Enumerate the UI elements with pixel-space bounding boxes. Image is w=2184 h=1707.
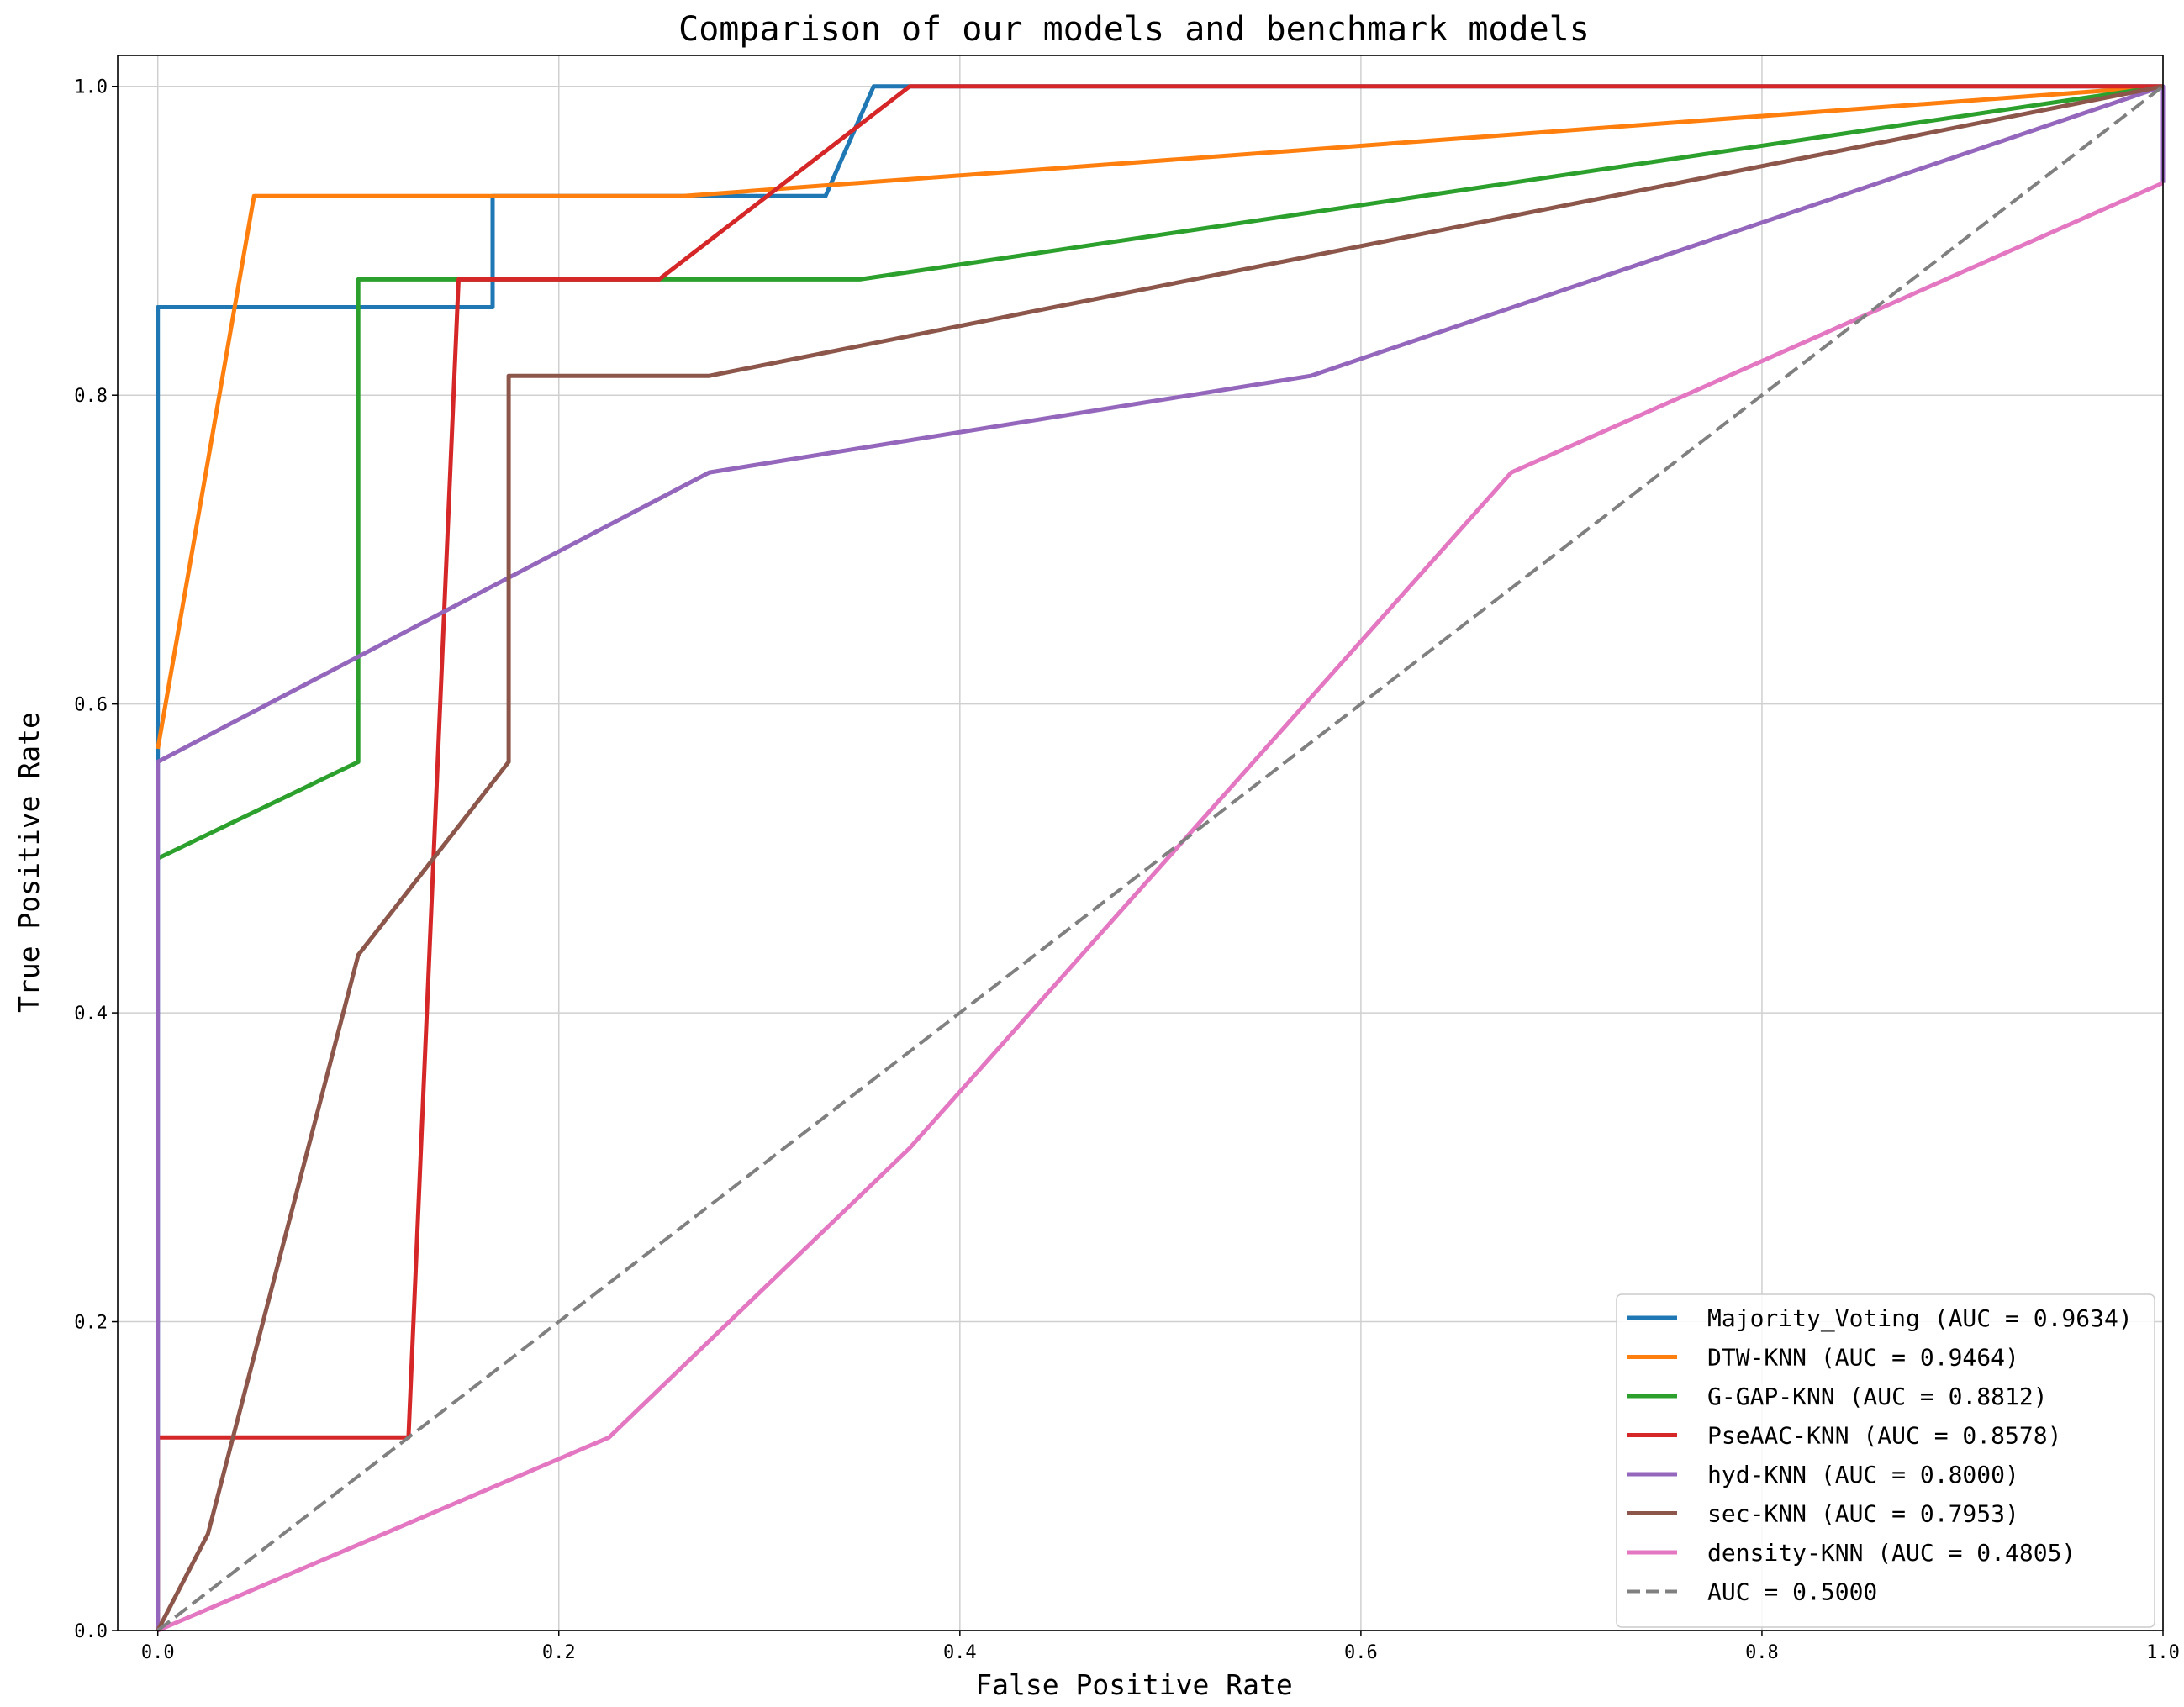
legend-label: DTW-KNN (AUC = 0.9464) [1707, 1344, 2019, 1372]
x-tick-label: 0.2 [542, 1642, 576, 1663]
y-tick-label: 0.2 [74, 1313, 108, 1334]
legend-box [1616, 1293, 2155, 1628]
x-tick-label: 0.0 [141, 1642, 175, 1663]
y-tick-label: 0.6 [74, 695, 108, 716]
series-lines [156, 84, 2166, 1633]
series-line-1 [156, 84, 2164, 750]
chart-title: Comparison of our models and benchmark m… [678, 10, 1590, 49]
x-axis-label: False Positive Rate [975, 1668, 1293, 1701]
legend-label: G-GAP-KNN (AUC = 0.8812) [1707, 1383, 2048, 1410]
y-tick-label: 0.8 [74, 386, 108, 407]
y-axis-label: True Positive Rate [13, 712, 45, 1013]
legend-label: sec-KNN (AUC = 0.7953) [1707, 1500, 2019, 1528]
legend-label: hyd-KNN (AUC = 0.8000) [1707, 1461, 2019, 1488]
y-tick-label: 0.0 [74, 1621, 108, 1642]
series-line-5 [156, 84, 2164, 1632]
plot-frame [117, 55, 2164, 1631]
x-tick-label: 0.8 [1745, 1642, 1779, 1663]
legend-label: AUC = 0.5000 [1707, 1578, 1877, 1606]
legend-label: PseAAC-KNN (AUC = 0.8578) [1707, 1422, 2061, 1450]
x-tick-label: 0.6 [1344, 1642, 1378, 1663]
x-tick-label: 0.4 [943, 1642, 977, 1663]
legend: Majority_Voting (AUC = 0.9634) DTW-KNN (A… [1616, 1293, 2155, 1628]
series-line-7 [156, 85, 2165, 1632]
y-tick-label: 0.4 [74, 1004, 108, 1025]
axis-ticks: 0.0 0.2 0.4 0.6 0.8 1.0 0.0 0.2 0.4 0.6 0.8 1.0 [74, 77, 2180, 1663]
legend-label: density-KNN (AUC = 0.4805) [1707, 1539, 2076, 1567]
series-line-6 [156, 181, 2165, 1633]
y-tick-label: 1.0 [74, 77, 108, 98]
x-tick-label: 1.0 [2146, 1642, 2180, 1663]
legend-label: Majority_Voting (AUC = 0.9634) [1707, 1304, 2133, 1333]
series-line-2 [156, 84, 2164, 861]
